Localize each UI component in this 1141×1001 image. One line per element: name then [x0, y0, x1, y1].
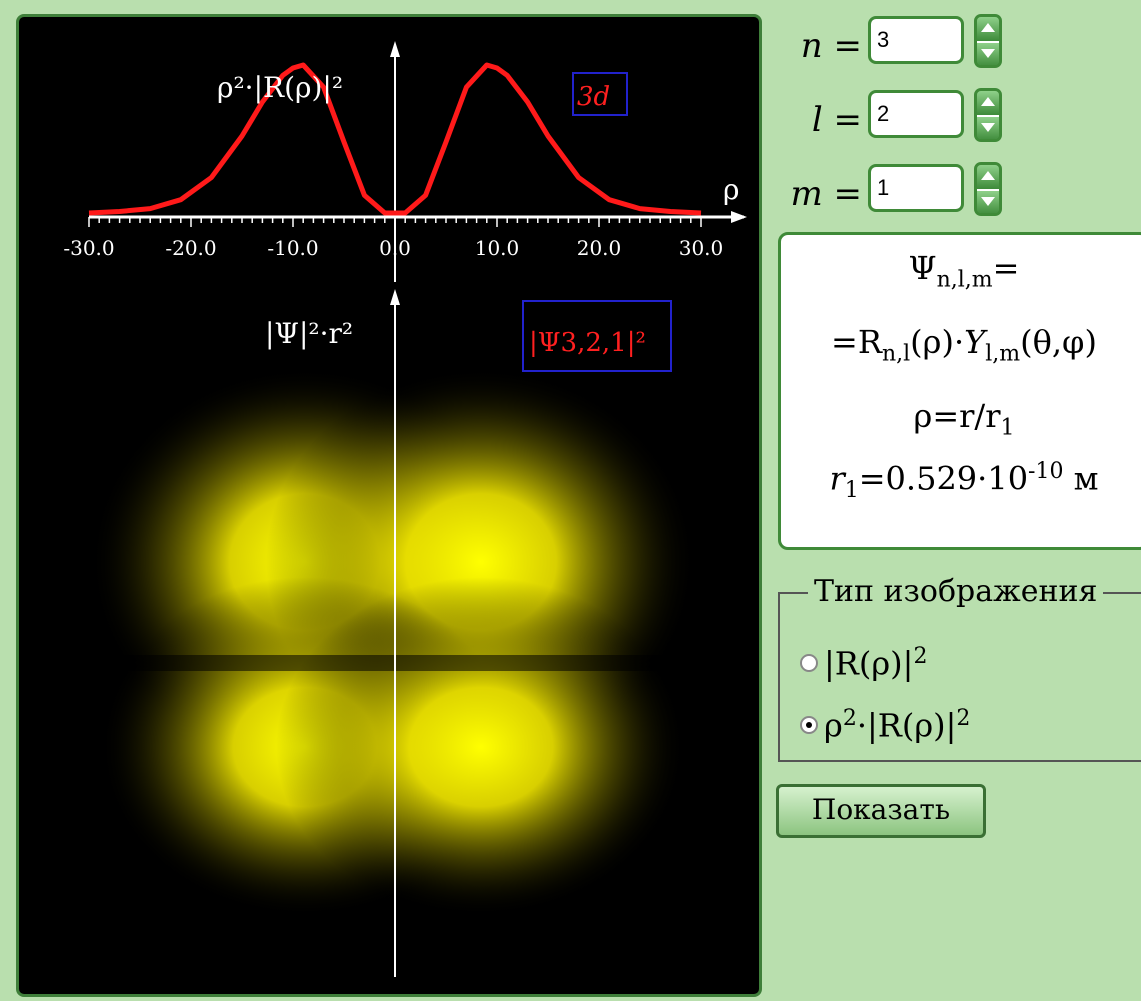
display-type-title: Тип изображения [808, 574, 1104, 609]
show-button[interactable]: Показать [776, 784, 986, 838]
n-label: n = [800, 26, 862, 66]
radial-x-tick-label: 10.0 [475, 236, 520, 260]
radio-unchecked[interactable] [800, 654, 818, 672]
chevron-up-icon [981, 171, 995, 180]
formula-psi-line: Ψn,l,m= [908, 249, 1020, 293]
l-input[interactable]: 2 [868, 90, 964, 138]
display-option-radial-label: |R(ρ)|2 [824, 644, 928, 683]
l-decrement-button[interactable] [977, 117, 999, 139]
chevron-up-icon [981, 97, 995, 106]
formula-panel: Ψn,l,m= =Rn,l(ρ)·Yl,m(θ,φ) ρ=r/r1 r1=0.5… [778, 232, 1141, 550]
nodal-band [19, 655, 759, 671]
radial-x-tick-label: -10.0 [267, 236, 318, 260]
orbital-badge-frame [572, 72, 628, 116]
l-control: l = 2 [780, 88, 1030, 152]
radial-plot: -30.0 -20.0 -10.0 0.0 10.0 20.0 30.0 ρ²·|R(ρ)|… [63, 41, 747, 282]
m-decrement-button[interactable] [977, 191, 999, 213]
radial-x-axis-label: ρ [723, 173, 739, 206]
m-label: m = [790, 174, 862, 214]
wavefunction-badge: |Ψ3,2,1|² [529, 328, 646, 358]
n-input[interactable]: 3 [868, 16, 964, 64]
radial-x-arrow [731, 211, 747, 223]
m-spinner[interactable] [974, 162, 1002, 216]
display-option-weighted-label: ρ2·|R(ρ)|2 [824, 706, 971, 745]
l-label: l = [811, 100, 862, 140]
formula-rho-line: ρ=r/r1 [913, 397, 1015, 441]
m-increment-button[interactable] [977, 165, 999, 191]
radial-x-ticks [88, 217, 702, 227]
density-plot: |Ψ|²·r² |Ψ3,2,1|² [265, 289, 672, 977]
n-control: n = 3 [780, 14, 1030, 78]
radial-x-tick-label: -30.0 [63, 236, 114, 260]
radial-x-tick-label: 20.0 [577, 236, 622, 260]
density-lobe-lower-right [276, 577, 686, 917]
chevron-up-icon [981, 23, 995, 32]
orbital-badge: 3d [577, 82, 610, 112]
density-lobes [19, 367, 759, 917]
formula-r1-line: r1=0.529·10-10 м [829, 459, 1099, 504]
chevron-down-icon [981, 123, 995, 132]
m-control: m = 1 [780, 162, 1030, 226]
m-input[interactable]: 1 [868, 164, 964, 212]
radial-x-tick-labels: -30.0 -20.0 -10.0 0.0 10.0 20.0 30.0 [63, 236, 723, 260]
radial-x-tick-label: 0.0 [379, 236, 411, 260]
radial-y-arrow [390, 41, 400, 57]
formula-product-line: =Rn,l(ρ)·Yl,m(θ,φ) [831, 323, 1097, 367]
n-spinner[interactable] [974, 14, 1002, 68]
radial-y-axis-label: ρ²·|R(ρ)|² [217, 71, 343, 104]
chevron-down-icon [981, 49, 995, 58]
visualization-canvas: -30.0 -20.0 -10.0 0.0 10.0 20.0 30.0 ρ²·|R(ρ)|… [19, 41, 759, 977]
radial-x-tick-label: -20.0 [165, 236, 216, 260]
n-increment-button[interactable] [977, 17, 999, 43]
wavefunction-badge-frame [522, 300, 672, 372]
l-spinner[interactable] [974, 88, 1002, 142]
l-increment-button[interactable] [977, 91, 999, 117]
n-decrement-button[interactable] [977, 43, 999, 65]
radial-probability-curve [88, 62, 702, 216]
visualization-panel: -30.0 -20.0 -10.0 0.0 10.0 20.0 30.0 ρ²·|R(ρ)|… [16, 14, 762, 997]
radial-x-tick-label: 30.0 [679, 236, 724, 260]
chevron-down-icon [981, 197, 995, 206]
density-y-arrow [390, 289, 400, 305]
density-y-axis-label: |Ψ|²·r² [265, 317, 353, 350]
radio-checked[interactable] [800, 716, 818, 734]
